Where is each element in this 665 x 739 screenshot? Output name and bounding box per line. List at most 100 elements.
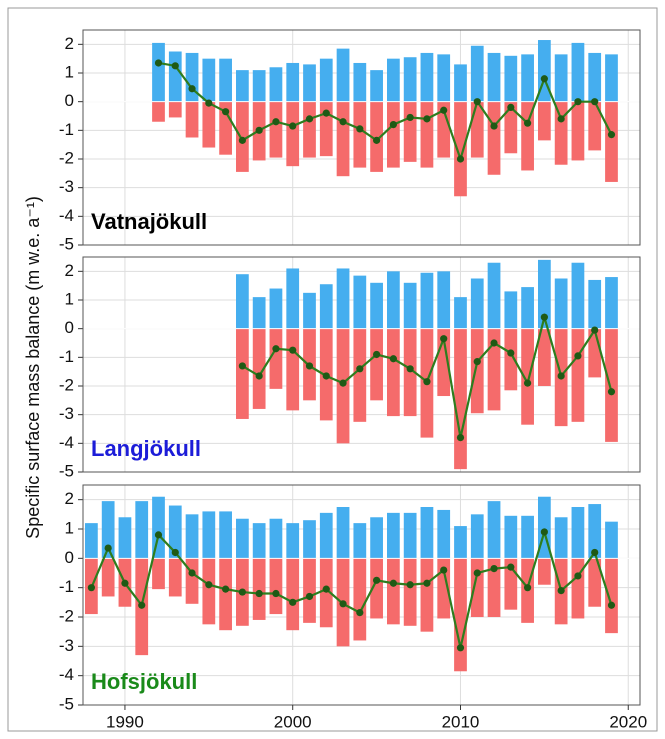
bar bbox=[185, 101, 199, 138]
bar bbox=[420, 52, 434, 102]
point bbox=[255, 589, 263, 598]
point bbox=[171, 62, 179, 70]
point bbox=[255, 126, 263, 134]
bar bbox=[571, 42, 585, 102]
point bbox=[557, 372, 565, 380]
bar bbox=[219, 558, 232, 631]
bar bbox=[152, 558, 165, 590]
point bbox=[238, 136, 246, 144]
bar bbox=[487, 501, 501, 559]
bar bbox=[286, 523, 300, 559]
bar bbox=[286, 268, 300, 329]
point bbox=[540, 313, 548, 321]
bar bbox=[353, 62, 367, 102]
bar bbox=[420, 101, 434, 168]
point bbox=[322, 372, 330, 380]
point bbox=[272, 589, 280, 598]
bar bbox=[202, 511, 216, 559]
bar bbox=[588, 279, 602, 329]
point bbox=[389, 579, 397, 587]
bar bbox=[420, 558, 434, 632]
bar bbox=[437, 509, 451, 559]
bar bbox=[470, 328, 484, 414]
bar bbox=[269, 328, 283, 389]
point bbox=[356, 365, 364, 373]
bar bbox=[269, 558, 283, 615]
bar bbox=[454, 297, 467, 329]
bar bbox=[487, 52, 501, 102]
bar bbox=[252, 328, 266, 409]
bar bbox=[185, 558, 199, 604]
bar bbox=[303, 292, 316, 329]
point bbox=[591, 548, 599, 557]
point bbox=[289, 598, 297, 606]
point bbox=[440, 106, 448, 114]
bar bbox=[588, 558, 602, 607]
bar bbox=[605, 277, 618, 329]
point bbox=[222, 108, 230, 116]
bar bbox=[470, 278, 484, 329]
bar bbox=[588, 52, 602, 102]
bar bbox=[420, 507, 434, 559]
point bbox=[490, 122, 498, 130]
point bbox=[104, 544, 112, 552]
y-tick-label: 2 bbox=[65, 34, 74, 53]
bar bbox=[454, 558, 467, 672]
bar bbox=[152, 496, 165, 559]
bar bbox=[387, 271, 400, 329]
bar bbox=[135, 501, 149, 559]
bar bbox=[286, 328, 300, 411]
point bbox=[574, 98, 582, 106]
bar bbox=[370, 282, 383, 329]
point bbox=[507, 103, 515, 111]
point bbox=[255, 372, 263, 380]
bar bbox=[605, 521, 618, 559]
bar bbox=[521, 287, 534, 329]
point bbox=[557, 115, 565, 123]
point bbox=[540, 75, 548, 83]
bar bbox=[219, 101, 232, 155]
point bbox=[305, 362, 314, 370]
point bbox=[339, 118, 347, 126]
point bbox=[607, 131, 616, 139]
bar bbox=[118, 517, 132, 559]
bar bbox=[387, 58, 400, 102]
bar bbox=[202, 101, 216, 148]
bar bbox=[571, 328, 585, 422]
y-tick-label: -1 bbox=[59, 120, 74, 139]
point bbox=[238, 588, 246, 596]
bar bbox=[487, 558, 501, 617]
point bbox=[473, 98, 481, 106]
bar bbox=[470, 514, 484, 559]
point bbox=[540, 528, 548, 536]
bar bbox=[504, 515, 518, 559]
bar bbox=[420, 272, 434, 329]
bar bbox=[437, 271, 451, 329]
point bbox=[138, 601, 146, 609]
bar bbox=[353, 523, 367, 559]
y-tick-label: 2 bbox=[65, 261, 74, 280]
bar bbox=[537, 328, 551, 386]
bar bbox=[219, 58, 232, 102]
bar bbox=[152, 42, 165, 102]
bar bbox=[605, 101, 618, 182]
bar bbox=[319, 58, 333, 102]
point bbox=[574, 352, 582, 360]
bar bbox=[504, 101, 518, 154]
bar bbox=[605, 328, 618, 442]
bar bbox=[269, 67, 283, 102]
point bbox=[523, 584, 532, 592]
bar bbox=[353, 328, 367, 422]
y-axis-label: Specific surface mass balance (m w.e. a⁻… bbox=[23, 196, 43, 539]
point bbox=[154, 531, 163, 539]
y-tick-label: -3 bbox=[59, 177, 74, 196]
bar bbox=[269, 518, 283, 559]
bar bbox=[202, 58, 216, 102]
y-tick-label: 1 bbox=[65, 518, 74, 537]
line bbox=[90, 528, 613, 649]
bar bbox=[387, 558, 400, 625]
bar bbox=[403, 558, 417, 626]
point bbox=[574, 572, 582, 580]
panel-label: Hofsjökull bbox=[91, 669, 197, 694]
point bbox=[440, 335, 448, 343]
